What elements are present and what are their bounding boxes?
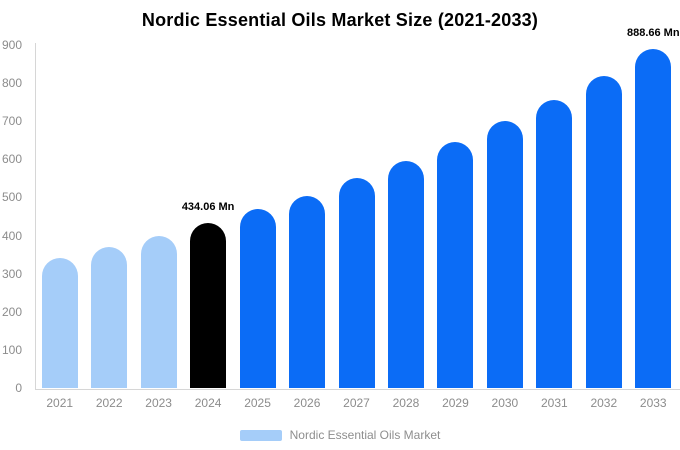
- x-tick-label-2021: 2021: [46, 396, 74, 410]
- bar-2032: [585, 75, 622, 388]
- y-tick-label-400: 400: [1, 228, 22, 243]
- bar-2031: [536, 100, 573, 388]
- data-label-2033: 888.66 Mn: [626, 27, 680, 40]
- bar-2030: [486, 121, 523, 388]
- y-tick-label-100: 100: [1, 342, 22, 357]
- bar-2023: [140, 235, 177, 388]
- bar-2029: [437, 142, 474, 388]
- legend-swatch: [239, 429, 282, 441]
- chart-title: Nordic Essential Oils Market Size (2021-…: [141, 10, 539, 30]
- y-axis-line: [35, 43, 36, 389]
- x-tick-label-2024: 2024: [194, 396, 222, 410]
- bar-2027: [338, 178, 375, 388]
- y-tick-label-0: 0: [15, 381, 22, 395]
- x-tick-label-2026: 2026: [293, 396, 321, 410]
- y-tick-label-900: 900: [1, 38, 22, 52]
- x-tick-label-2025: 2025: [244, 396, 271, 410]
- data-label-2024: 434.06 Mn: [181, 200, 235, 213]
- bar-2025: [239, 208, 276, 388]
- y-tick-label-800: 800: [1, 76, 22, 91]
- y-tick-label-500: 500: [1, 190, 22, 205]
- x-tick-label-2029: 2029: [442, 396, 469, 410]
- x-tick-label-2032: 2032: [590, 396, 618, 410]
- bar-2024: [190, 222, 227, 388]
- bar-2026: [289, 195, 326, 388]
- x-tick-label-2033: 2033: [639, 396, 667, 410]
- bar-2022: [91, 247, 128, 388]
- y-tick-label-300: 300: [1, 266, 22, 281]
- x-tick-label-2022: 2022: [95, 396, 123, 410]
- bar-2028: [387, 161, 424, 388]
- y-tick-label-600: 600: [1, 152, 22, 167]
- x-tick-label-2030: 2030: [491, 396, 519, 410]
- x-tick-label-2028: 2028: [392, 396, 420, 410]
- legend: Nordic Essential Oils Market: [0, 429, 680, 441]
- x-axis-line: [35, 389, 680, 390]
- y-tick-label-200: 200: [1, 304, 22, 319]
- x-tick-label-2031: 2031: [540, 396, 568, 410]
- y-tick-label-700: 700: [1, 114, 22, 129]
- bar-2021: [41, 258, 78, 388]
- x-tick-label-2023: 2023: [145, 396, 172, 410]
- legend-label: Nordic Essential Oils Market: [289, 428, 441, 442]
- bar-2033: [635, 49, 672, 388]
- x-tick-label-2027: 2027: [343, 396, 370, 410]
